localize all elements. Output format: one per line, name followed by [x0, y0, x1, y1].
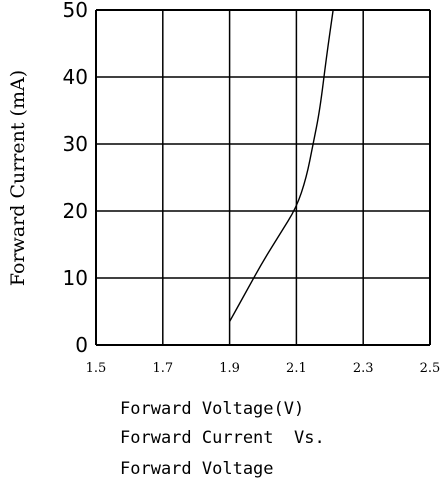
chart-title-line-1: Forward Current Vs.: [120, 428, 325, 448]
series-line-0: [228, 9, 334, 322]
chart-series: [228, 9, 334, 322]
x-tick-label-1.9: 1.9: [219, 361, 240, 376]
y-tick-label-0: 0: [75, 333, 88, 357]
x-tick-label-1.7: 1.7: [152, 361, 173, 376]
y-tick-label-30: 30: [63, 132, 88, 156]
y-tick-label-50: 50: [63, 0, 88, 22]
chart-ticks: 1.5 1.7 1.9 2.1 2.3 2.5 0 10 20 30 40 50: [63, 0, 441, 376]
y-axis-label: Forward Current (mA): [7, 70, 29, 286]
y-tick-label-20: 20: [63, 199, 88, 223]
chart-grid: [95, 9, 431, 346]
x-tick-label-2.3: 2.3: [353, 361, 374, 376]
x-axis-label: Forward Voltage(V): [120, 399, 305, 419]
y-tick-label-40: 40: [63, 65, 88, 89]
x-tick-label-2.1: 2.1: [286, 361, 307, 376]
y-tick-label-10: 10: [63, 266, 88, 290]
x-tick-label-1.5: 1.5: [86, 361, 107, 376]
x-tick-label-2.5: 2.5: [420, 361, 441, 376]
chart-title-line-2: Forward Voltage: [120, 459, 274, 479]
